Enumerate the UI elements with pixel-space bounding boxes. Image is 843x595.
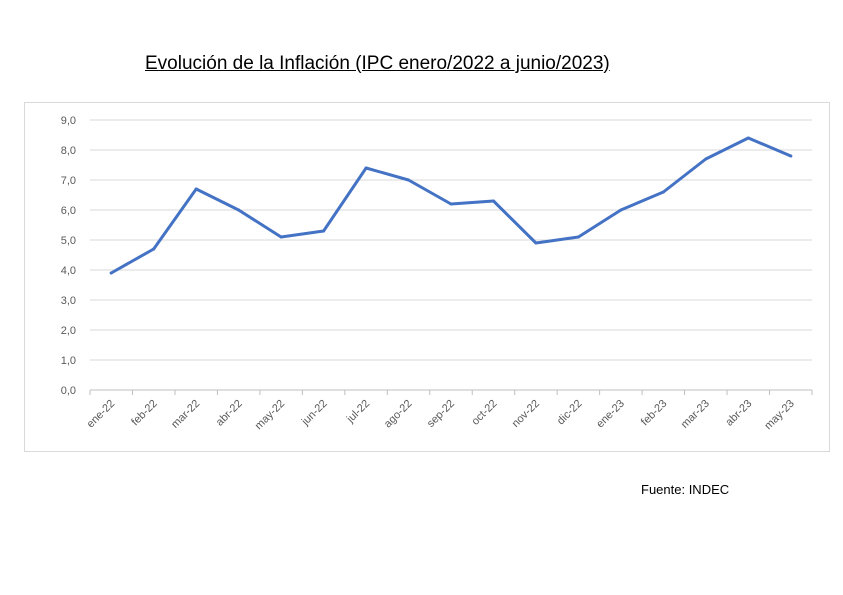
y-tick-label: 0,0: [61, 385, 76, 397]
x-tick-label: may-23: [762, 398, 796, 432]
data-point: [279, 235, 283, 239]
data-point: [789, 154, 793, 158]
x-tick-label: ago-22: [382, 398, 415, 431]
x-tick-label: ene-22: [85, 398, 118, 431]
data-point: [237, 208, 241, 212]
x-tick-label: mar-23: [679, 398, 712, 431]
x-tick-label: dic-22: [555, 398, 585, 428]
line-chart: 0,0 1,0 2,0 3,0 4,0 5,0 6,0 7,0 8,0 9,0 ene-22 feb-…: [61, 115, 813, 432]
data-point: [194, 187, 198, 191]
x-tick-label: jun-22: [299, 398, 330, 429]
x-tick-label: abr-23: [723, 398, 754, 429]
data-point: [152, 247, 156, 251]
data-point: [109, 271, 113, 275]
data-point: [576, 235, 580, 239]
x-tick-label: jul-22: [344, 398, 372, 426]
x-tick-label: oct-22: [469, 398, 499, 428]
data-point: [322, 229, 326, 233]
x-tick-label: feb-23: [639, 398, 670, 429]
chart-title: Evolución de la Inflación (IPC enero/202…: [145, 53, 610, 74]
data-point: [407, 178, 411, 182]
y-tick-label: 3,0: [61, 295, 76, 307]
data-point: [746, 136, 750, 140]
x-tick-label: mar-22: [169, 398, 202, 431]
y-tick-label: 7,0: [61, 175, 76, 187]
data-point: [491, 199, 495, 203]
x-tick-label: may-22: [253, 398, 287, 432]
data-point: [619, 208, 623, 212]
y-tick-label: 4,0: [61, 265, 76, 277]
data-point: [364, 166, 368, 170]
y-tick-label: 8,0: [61, 145, 76, 157]
x-tick-label: ene-23: [594, 398, 627, 431]
y-tick-label: 9,0: [61, 115, 76, 127]
source-note: Fuente: INDEC: [641, 482, 730, 497]
y-tick-label: 6,0: [61, 205, 76, 217]
data-point: [661, 190, 665, 194]
x-tick-label: feb-22: [129, 398, 160, 429]
data-point: [449, 202, 453, 206]
x-tick-label: nov-22: [510, 398, 542, 430]
data-point: [534, 241, 538, 245]
y-tick-label: 2,0: [61, 325, 76, 337]
y-tick-label: 5,0: [61, 235, 76, 247]
data-point: [704, 157, 708, 161]
x-tick-label: sep-22: [425, 398, 457, 430]
y-tick-label: 1,0: [61, 355, 76, 367]
chart-area: 0,0 1,0 2,0 3,0 4,0 5,0 6,0 7,0 8,0 9,0 ene-22 feb-…: [24, 102, 830, 452]
x-tick-label: abr-22: [214, 398, 245, 429]
